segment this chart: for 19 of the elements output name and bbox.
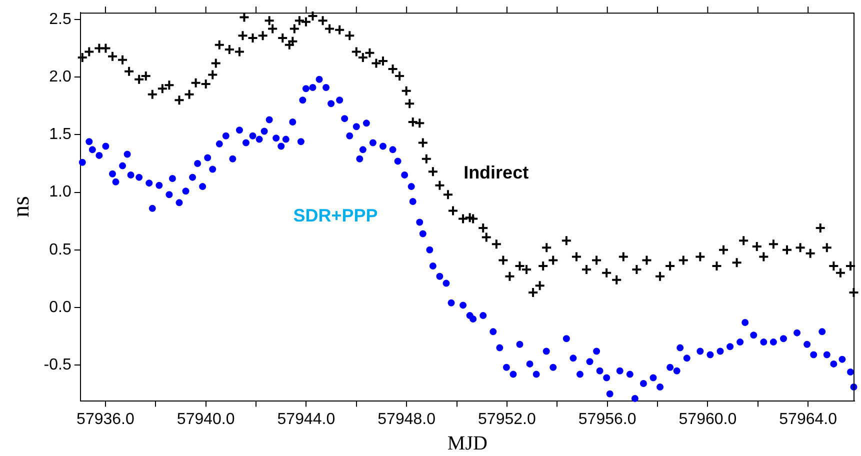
- y-tick-label: 1.5: [49, 126, 72, 144]
- x-tick-label: 57956.0: [578, 410, 636, 428]
- y-tick-label: 0.0: [49, 298, 72, 316]
- x-tick-label: 57936.0: [76, 410, 134, 428]
- y-tick-label: 1.0: [49, 184, 72, 201]
- x-tick-label: 57948.0: [378, 410, 436, 428]
- y-tick-label: 2.5: [49, 10, 72, 28]
- y-axis-title: ns: [8, 196, 35, 218]
- y-tick-label: 2.0: [49, 68, 72, 86]
- series-label: Indirect: [464, 162, 529, 183]
- x-tick-label: 57952.0: [478, 410, 536, 428]
- x-tick-label: 57940.0: [176, 410, 235, 428]
- y-tick-label: -0.5: [44, 356, 72, 374]
- x-tick-label: 57944.0: [277, 410, 336, 428]
- x-axis-title: MJD: [447, 432, 488, 454]
- y-tick-label: 0.5: [49, 241, 72, 258]
- x-tick-label: 57964.0: [779, 410, 838, 428]
- series-label: SDR+PPP: [293, 205, 378, 226]
- x-tick-label: 57960.0: [678, 410, 737, 428]
